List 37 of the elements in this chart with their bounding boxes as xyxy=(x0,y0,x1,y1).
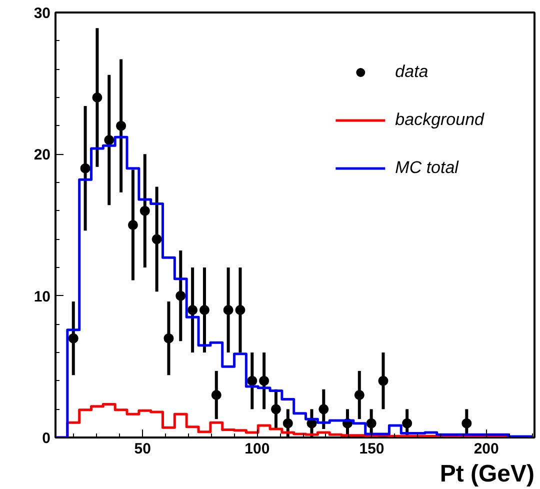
point xyxy=(116,120,126,131)
point xyxy=(270,404,281,414)
legend-label: data xyxy=(395,62,428,82)
point xyxy=(92,92,102,102)
y-tick-label: 30 xyxy=(34,5,51,22)
point xyxy=(259,376,270,386)
point xyxy=(164,333,174,344)
point xyxy=(462,418,472,428)
point xyxy=(80,163,90,174)
legend-label: background xyxy=(395,110,484,130)
point xyxy=(128,220,138,230)
point xyxy=(176,290,186,301)
y-tick-label: 10 xyxy=(34,288,51,306)
legend-label: MC total xyxy=(395,158,458,178)
point xyxy=(402,418,412,428)
point xyxy=(68,333,78,344)
point xyxy=(199,305,210,315)
point xyxy=(247,376,258,386)
point xyxy=(104,135,114,145)
x-axis-title: Pt (GeV) xyxy=(440,460,535,488)
x-tick-label: 50 xyxy=(134,440,151,458)
point xyxy=(152,234,162,244)
point xyxy=(282,418,293,428)
point xyxy=(140,206,150,216)
y-tick-label: 0 xyxy=(42,430,50,447)
point xyxy=(235,305,246,315)
point xyxy=(223,305,234,315)
y-tick-label: 20 xyxy=(34,146,51,164)
point xyxy=(378,376,388,386)
x-tick-label: 150 xyxy=(359,440,384,458)
point xyxy=(354,390,364,400)
x-tick-label: 100 xyxy=(244,440,270,458)
point xyxy=(188,305,198,315)
point xyxy=(318,404,329,414)
x-tick-label: 200 xyxy=(474,440,499,458)
point xyxy=(366,418,376,428)
point xyxy=(211,390,222,400)
